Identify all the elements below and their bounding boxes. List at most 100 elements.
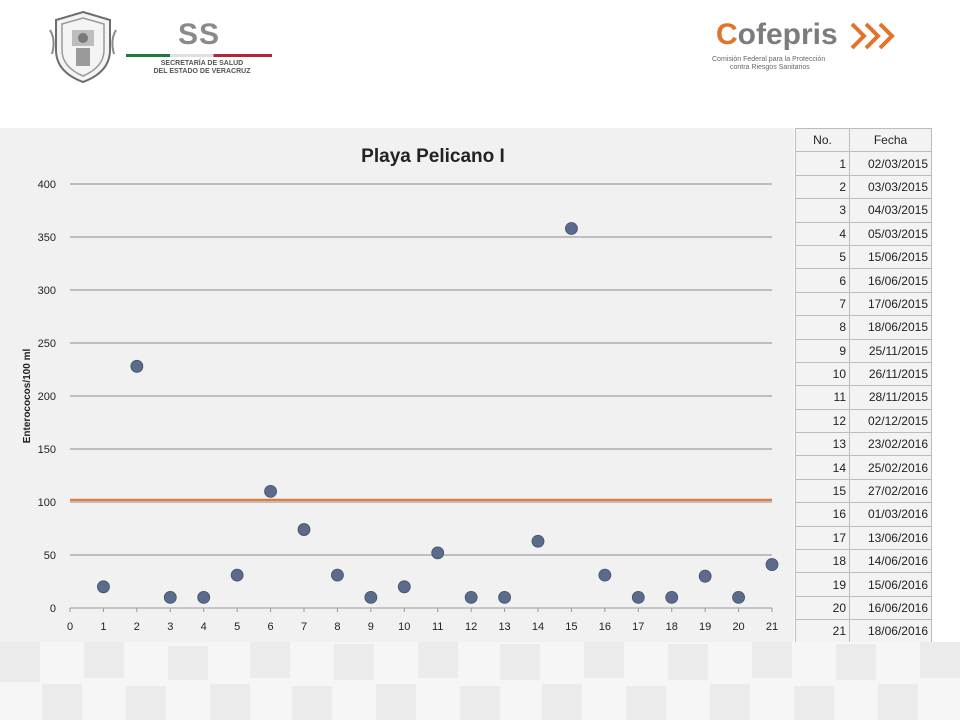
cofepris-logo-subtitle: Comisión Federal para la Protección cont… — [712, 56, 872, 72]
y-tick-label: 100 — [38, 497, 56, 509]
x-tick-label: 9 — [368, 621, 374, 633]
cell-fecha: 27/02/2016 — [849, 478, 932, 504]
table-row: 14 25/02/2016 — [795, 455, 932, 480]
ss-subtitle-line2: DEL ESTADO DE VERACRUZ — [153, 68, 251, 75]
cell-fecha: 14/06/2016 — [849, 549, 932, 574]
cell-fecha: 15/06/2015 — [849, 244, 932, 270]
cell-no: 20 — [795, 595, 850, 621]
ss-logo-subtitle: SECRETARÍA DE SALUD DEL ESTADO DE VERACR… — [152, 60, 252, 76]
x-tick-label: 10 — [398, 621, 410, 633]
x-tick-label: 3 — [167, 621, 173, 633]
x-tick-label: 19 — [699, 621, 711, 633]
data-point — [765, 558, 779, 571]
cell-no: 17 — [795, 525, 850, 551]
ss-logo-text: SS — [178, 18, 221, 51]
cell-no: 11 — [795, 385, 850, 410]
x-tick-label: 17 — [632, 621, 644, 633]
cell-no: 13 — [795, 432, 850, 457]
x-tick-label: 15 — [565, 621, 577, 633]
table-row: 13 23/02/2016 — [795, 432, 932, 457]
data-point — [163, 590, 177, 604]
data-point — [431, 546, 445, 560]
chart-svg: Playa Pelicano I050100150200250300350400… — [22, 146, 779, 633]
y-tick-label: 150 — [38, 444, 56, 456]
cofepris-initial: C — [716, 18, 738, 51]
table-row: 15 27/02/2016 — [795, 478, 932, 504]
cell-fecha: 18/06/2015 — [849, 315, 932, 340]
data-point — [464, 590, 478, 604]
cell-no: 18 — [795, 549, 850, 574]
cell-no: 15 — [795, 478, 850, 504]
cell-fecha: 02/12/2015 — [849, 408, 932, 434]
cell-no: 12 — [795, 408, 850, 434]
cell-no: 5 — [795, 244, 850, 270]
table-row: 6 16/06/2015 — [795, 268, 932, 293]
data-point — [565, 222, 578, 235]
cell-fecha: 26/11/2015 — [849, 361, 932, 387]
data-point — [598, 568, 612, 582]
table-row: 5 15/06/2015 — [795, 244, 932, 270]
cell-fecha: 16/06/2015 — [849, 268, 932, 293]
sample-dates-table: No. Fecha 1 02/03/2015 2 03/03/2015 3 04/03/2… — [795, 127, 932, 644]
data-point — [297, 523, 311, 536]
cell-no: 19 — [795, 572, 850, 597]
cofepris-subtitle-line1: Comisión Federal para la Protección — [712, 56, 826, 63]
veracruz-seal-icon — [49, 10, 117, 84]
table-row: 1 02/03/2015 — [795, 151, 932, 176]
x-tick-label: 8 — [334, 621, 340, 633]
data-point — [631, 590, 645, 604]
x-tick-label: 7 — [301, 621, 307, 633]
x-tick-label: 4 — [201, 621, 207, 633]
table-row: 12 02/12/2015 — [795, 408, 932, 434]
data-point — [331, 568, 344, 582]
cell-fecha: 03/03/2015 — [849, 174, 932, 200]
y-tick-label: 50 — [44, 550, 56, 562]
table-row: 19 15/06/2016 — [795, 572, 932, 597]
table-row: 10 26/11/2015 — [795, 361, 932, 387]
cell-fecha: 23/02/2016 — [849, 432, 932, 457]
table-row: 17 13/06/2016 — [795, 525, 932, 551]
x-tick-label: 13 — [498, 621, 510, 633]
y-axis-label: Enterococos/100 ml — [22, 349, 33, 444]
ss-logo: SS SECRETARÍA DE SALUD DEL ESTADO DE VER… — [126, 18, 276, 88]
x-tick-label: 12 — [465, 621, 477, 633]
table-row: 18 14/06/2016 — [795, 549, 932, 574]
data-point — [732, 590, 745, 604]
x-tick-label: 16 — [599, 621, 611, 633]
chart-title: Playa Pelicano I — [361, 146, 505, 167]
cell-no: 9 — [795, 338, 850, 363]
y-tick-label: 200 — [38, 391, 56, 403]
cofepris-arrows-icon — [850, 22, 895, 50]
scatter-chart: Playa Pelicano I 0 50 100 150 200 250 300 350 400… — [0, 128, 794, 642]
table-row: 4 05/03/2015 — [795, 221, 932, 246]
ss-subtitle-line1: SECRETARÍA DE SALUD — [160, 60, 244, 67]
table-row: 2 03/03/2015 — [795, 174, 932, 200]
data-point — [197, 590, 211, 604]
data-point — [97, 580, 110, 594]
cell-fecha: 16/06/2016 — [849, 595, 932, 621]
cell-fecha: 02/03/2015 — [849, 151, 932, 176]
cofepris-logo-text: Cofepris — [716, 18, 838, 52]
y-tick-label: 350 — [38, 232, 56, 244]
cell-fecha: 18/06/2016 — [849, 619, 932, 644]
x-tick-label: 0 — [67, 621, 73, 633]
y-tick-label: 300 — [38, 285, 56, 297]
x-tick-label: 5 — [234, 621, 240, 633]
ss-logo-bar — [126, 54, 272, 57]
table-row: 7 17/06/2015 — [795, 291, 932, 317]
x-tick-label: 18 — [666, 621, 678, 633]
cell-no: 8 — [795, 315, 850, 340]
y-tick-label: 400 — [38, 179, 56, 191]
x-tick-label: 2 — [134, 621, 140, 633]
cell-no: 14 — [795, 455, 850, 480]
table-row: 8 18/06/2015 — [795, 315, 932, 340]
table-body: 1 02/03/2015 2 03/03/2015 3 04/03/2015 4 05/03/… — [795, 151, 932, 644]
cofepris-rest: ofepris — [737, 18, 838, 51]
table-row: 3 04/03/2015 — [795, 198, 932, 223]
cell-fecha: 25/11/2015 — [849, 338, 932, 363]
cell-fecha: 15/06/2016 — [849, 572, 932, 597]
cell-no: 2 — [795, 174, 850, 200]
cell-no: 10 — [795, 361, 850, 387]
table-row: 16 01/03/2016 — [795, 502, 932, 527]
data-point — [665, 590, 679, 604]
